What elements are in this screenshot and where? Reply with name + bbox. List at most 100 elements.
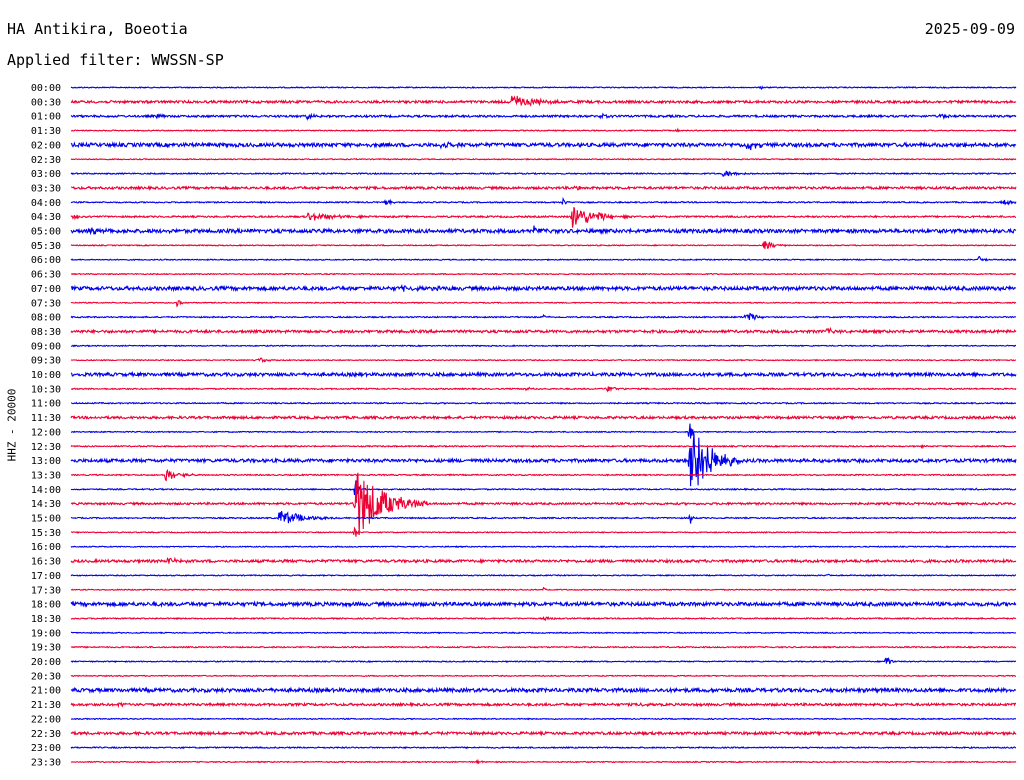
time-tick-label: 10:00 xyxy=(31,370,61,381)
time-tick-label: 23:00 xyxy=(31,743,61,754)
trace-row-1400 xyxy=(70,480,1017,495)
time-tick-label: 22:00 xyxy=(31,714,61,725)
trace-row-0400 xyxy=(70,196,1017,206)
time-tick-label: 03:00 xyxy=(31,169,61,180)
station-title: HA Antikira, Boeotia xyxy=(7,20,188,38)
time-tick-label: 21:30 xyxy=(31,700,61,711)
trace-row-0000 xyxy=(70,85,1017,91)
time-tick-label: 05:30 xyxy=(31,241,61,252)
trace-row-1530 xyxy=(71,526,1017,537)
trace-row-0300 xyxy=(70,170,1017,177)
time-tick-label: 07:30 xyxy=(31,298,61,309)
time-tick-label: 12:30 xyxy=(31,442,61,453)
trace-row-1500 xyxy=(70,510,1017,524)
time-tick-label: 23:30 xyxy=(31,757,61,768)
time-tick-label: 10:30 xyxy=(31,384,61,395)
trace-row-2100 xyxy=(70,686,1016,695)
time-tick-label: 00:00 xyxy=(31,83,61,94)
trace-group xyxy=(70,85,1017,765)
trace-row-2000 xyxy=(70,656,1017,665)
time-tick-label: 20:30 xyxy=(31,671,61,682)
trace-row-1830 xyxy=(70,615,1017,622)
time-tick-label: 01:30 xyxy=(31,126,61,137)
trace-row-2330 xyxy=(70,758,1017,765)
trace-row-1130 xyxy=(70,414,1017,421)
time-tick-label: 12:00 xyxy=(31,427,61,438)
time-tick-label: 21:00 xyxy=(31,686,61,697)
trace-row-1300 xyxy=(70,433,1017,487)
time-tick-label: 06:30 xyxy=(31,270,61,281)
trace-row-1700 xyxy=(70,573,1017,577)
trace-row-0330 xyxy=(70,184,1017,191)
time-tick-label: 05:00 xyxy=(31,227,61,238)
time-tick-group: 00:00 00:30 01:00 01:30 02:00 02:30 03:00 03:30… xyxy=(31,83,61,768)
time-tick-label: 14:00 xyxy=(31,485,61,496)
time-tick-label: 04:00 xyxy=(31,198,61,209)
trace-row-0200 xyxy=(70,140,1017,151)
time-tick-label: 18:00 xyxy=(31,600,61,611)
time-tick-label: 04:30 xyxy=(31,212,61,223)
trace-row-0030 xyxy=(70,95,1017,107)
time-tick-label: 09:30 xyxy=(31,356,61,367)
time-tick-label: 08:30 xyxy=(31,327,61,338)
trace-row-0430 xyxy=(70,206,1017,228)
trace-row-0230 xyxy=(70,157,1017,161)
date-label: 2025-09-09 xyxy=(924,20,1015,38)
time-tick-label: 17:00 xyxy=(31,571,61,582)
trace-row-0930 xyxy=(70,357,1017,363)
trace-row-0530 xyxy=(70,241,1016,250)
time-tick-label: 20:00 xyxy=(31,657,61,668)
time-tick-label: 15:30 xyxy=(31,528,61,539)
trace-row-2230 xyxy=(70,730,1017,737)
trace-row-1600 xyxy=(70,545,1017,549)
time-tick-label: 14:30 xyxy=(31,499,61,510)
trace-row-1900 xyxy=(70,631,1017,635)
trace-row-0730 xyxy=(70,300,1017,308)
time-tick-label: 19:30 xyxy=(31,643,61,654)
trace-row-2200 xyxy=(70,717,1017,721)
time-tick-label: 11:00 xyxy=(31,399,61,410)
trace-row-2030 xyxy=(70,674,1017,678)
time-tick-label: 17:30 xyxy=(31,585,61,596)
trace-row-1430 xyxy=(70,472,1017,536)
trace-row-0900 xyxy=(70,344,1017,348)
trace-row-0130 xyxy=(70,127,1017,133)
time-tick-label: 18:30 xyxy=(31,614,61,625)
trace-row-0600 xyxy=(70,255,1017,262)
time-tick-label: 09:00 xyxy=(31,341,61,352)
time-tick-label: 02:30 xyxy=(31,155,61,166)
trace-row-2300 xyxy=(70,745,1017,750)
trace-row-1230 xyxy=(70,444,1017,450)
time-tick-label: 16:00 xyxy=(31,542,61,553)
trace-row-1100 xyxy=(71,401,1017,405)
trace-row-0830 xyxy=(70,326,1017,335)
trace-row-2130 xyxy=(70,701,1017,709)
trace-row-0500 xyxy=(70,225,1017,236)
time-tick-label: 15:00 xyxy=(31,514,61,525)
trace-row-1800 xyxy=(70,600,1017,608)
trace-row-1330 xyxy=(70,468,1017,482)
time-tick-label: 08:00 xyxy=(31,313,61,324)
time-tick-label: 01:00 xyxy=(31,112,61,123)
time-tick-label: 07:00 xyxy=(31,284,61,295)
time-tick-label: 22:30 xyxy=(31,729,61,740)
time-tick-label: 19:00 xyxy=(31,628,61,639)
filter-label: Applied filter: WWSSN-SP xyxy=(7,51,224,69)
trace-row-1000 xyxy=(70,370,1017,379)
trace-row-0100 xyxy=(70,112,1017,121)
trace-row-0630 xyxy=(71,272,1016,276)
trace-row-1730 xyxy=(70,586,1017,592)
time-tick-label: 16:30 xyxy=(31,557,61,568)
trace-row-0700 xyxy=(70,283,1017,293)
trace-row-1200 xyxy=(71,423,1017,439)
trace-row-0800 xyxy=(70,312,1017,321)
time-tick-label: 13:30 xyxy=(31,470,61,481)
time-tick-label: 13:00 xyxy=(31,456,61,467)
time-tick-label: 00:30 xyxy=(31,97,61,108)
time-tick-label: 11:30 xyxy=(31,413,61,424)
time-tick-label: 02:00 xyxy=(31,140,61,151)
time-tick-label: 03:30 xyxy=(31,183,61,194)
trace-row-1030 xyxy=(70,386,1017,393)
trace-row-1930 xyxy=(70,645,1017,649)
